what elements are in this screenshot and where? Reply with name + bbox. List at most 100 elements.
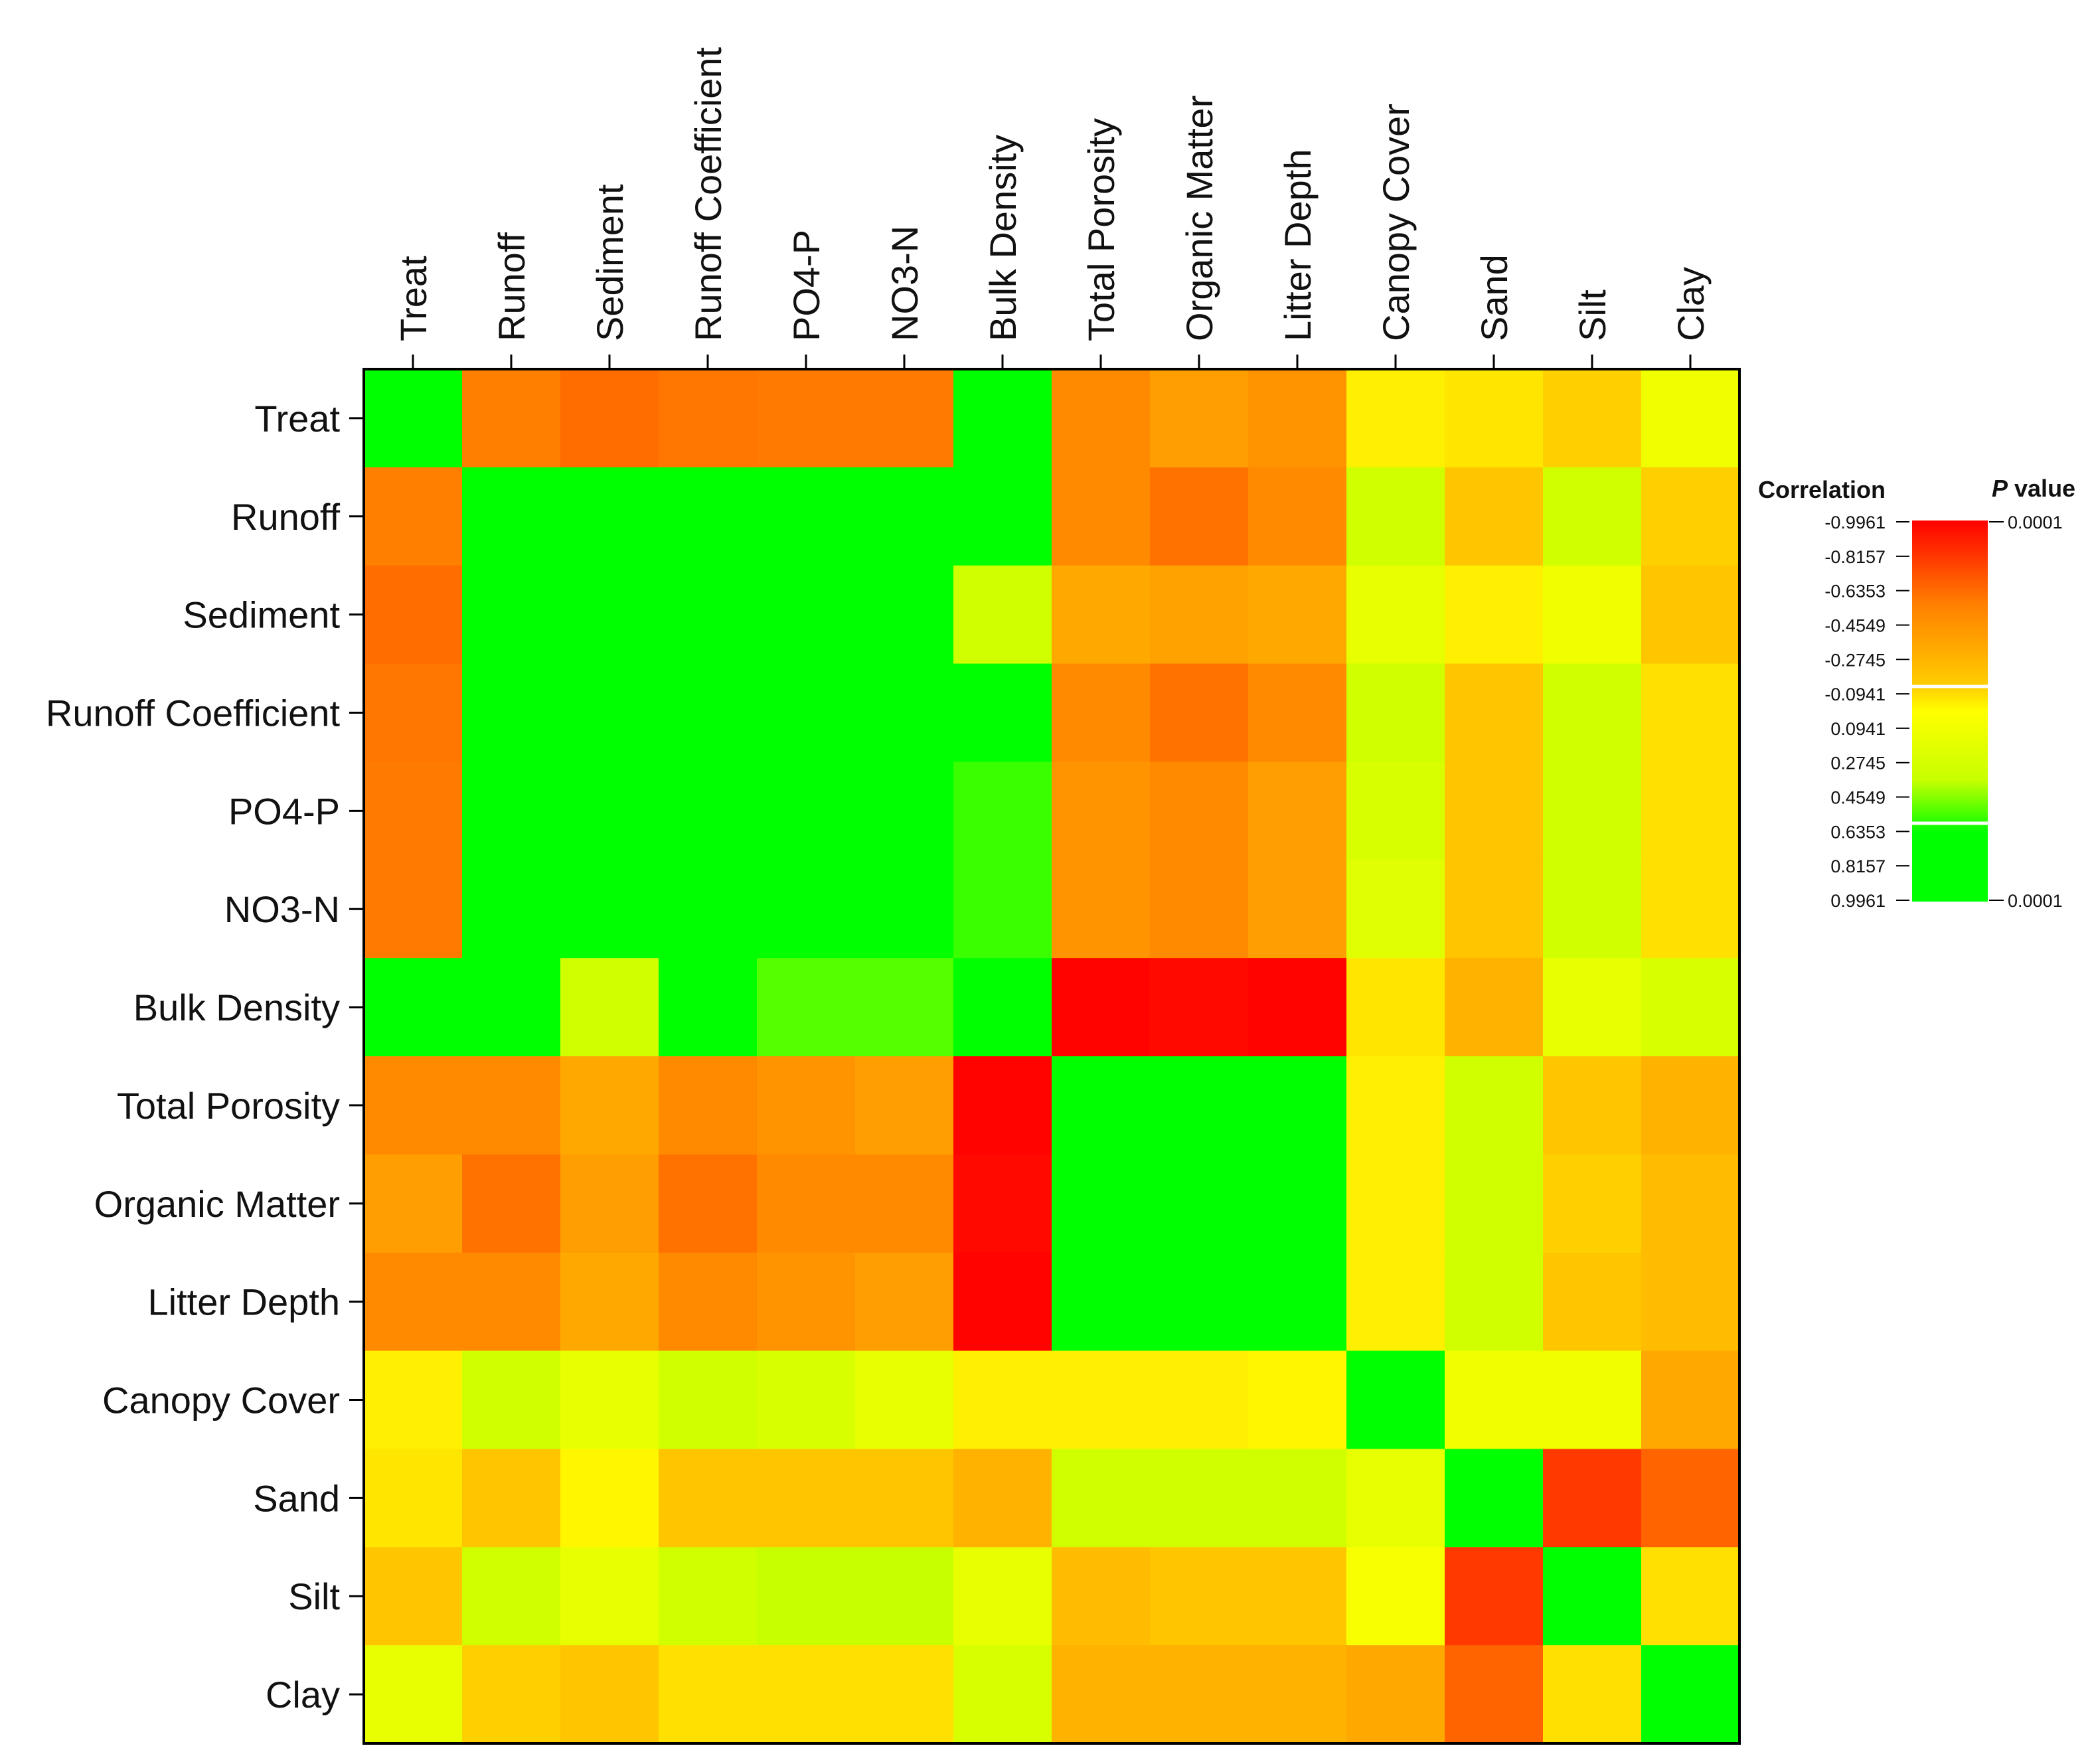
heatmap-cell-bulk-density-bulk-density (953, 958, 1052, 1057)
heatmap-cell-silt-no3-n (855, 1547, 954, 1646)
heatmap-cell-bulk-density-canopy-cover (1346, 958, 1445, 1057)
heatmap-cell-runoff-coefficient-runoff-coefficient (659, 663, 758, 763)
heatmap-cell-no3-n-no3-n (855, 860, 954, 959)
heatmap-cell-sediment-organic-matter (1150, 565, 1249, 665)
heatmap-cell-runoff-coefficient-organic-matter (1150, 663, 1249, 763)
heatmap-cell-clay-runoff-coefficient (659, 1645, 758, 1744)
heatmap-cell-treat-sediment (560, 369, 659, 468)
heatmap-cell-total-porosity-no3-n (855, 1056, 954, 1155)
heatmap-cell-canopy-cover-clay (1641, 1350, 1740, 1450)
y-axis-left: Treat Runoff Sediment Runoff Coefficient PO4… (46, 398, 364, 1716)
heatmap-cell-treat-no3-n (855, 369, 954, 468)
legend-pvalue-title: P value (1992, 475, 2075, 502)
y-tick-label-sand: Sand (253, 1477, 340, 1519)
heatmap-cell-sand-total-porosity (1052, 1449, 1151, 1548)
heatmap-cell-bulk-density-treat (364, 958, 463, 1057)
heatmap-cell-total-porosity-bulk-density (953, 1056, 1052, 1155)
legend-pvalue-title-rest: value (2008, 475, 2075, 502)
legend-tick-label-11: 0.9961 (1830, 891, 1886, 911)
heatmap-cell-organic-matter-sand (1445, 1154, 1544, 1253)
legend-color-bar (1912, 521, 1988, 902)
heatmap-cell-litter-depth-runoff (462, 1252, 561, 1352)
heatmap-cell-runoff-runoff (462, 467, 561, 566)
heatmap-cell-silt-po4-p (757, 1547, 856, 1646)
heatmap-cell-canopy-cover-no3-n (855, 1350, 954, 1450)
heatmap-cell-litter-depth-runoff-coefficient (659, 1252, 758, 1352)
legend-tick-label-3: -0.4549 (1824, 615, 1886, 635)
heatmap-cell-treat-organic-matter (1150, 369, 1249, 468)
heatmap-cell-clay-sand (1445, 1645, 1544, 1744)
heatmap-cell-po4-p-sand (1445, 762, 1544, 861)
heatmap-cell-litter-depth-no3-n (855, 1252, 954, 1352)
x-tick-label-po4-p: PO4-P (785, 230, 827, 341)
heatmap-cell-canopy-cover-treat (364, 1350, 463, 1450)
heatmap-cell-litter-depth-clay (1641, 1252, 1740, 1352)
heatmap-cell-treat-canopy-cover (1346, 369, 1445, 468)
heatmap-cell-total-porosity-litter-depth (1248, 1056, 1347, 1155)
heatmap-cell-clay-clay (1641, 1645, 1740, 1744)
heatmap-cell-runoff-litter-depth (1248, 467, 1347, 566)
heatmap-cell-clay-po4-p (757, 1645, 856, 1744)
heatmap-cell-canopy-cover-runoff (462, 1350, 561, 1450)
heatmap-cell-no3-n-sand (1445, 860, 1544, 959)
heatmap-cell-sand-litter-depth (1248, 1449, 1347, 1548)
heatmap-cell-po4-p-total-porosity (1052, 762, 1151, 861)
legend-tick-label-0: -0.9961 (1824, 513, 1886, 532)
x-tick-label-silt: Silt (1571, 289, 1613, 341)
heatmap-cell-sediment-clay (1641, 565, 1740, 665)
heatmap-cell-po4-p-treat (364, 762, 463, 861)
y-tick-label-runoff: Runoff (231, 496, 340, 538)
heatmap-cell-runoff-coefficient-clay (1641, 663, 1740, 763)
heatmap-cell-sand-sand (1445, 1449, 1544, 1548)
legend-tick-label-7: 0.2745 (1830, 754, 1886, 773)
heatmap-cell-bulk-density-runoff (462, 958, 561, 1057)
heatmap-cell-treat-total-porosity (1052, 369, 1151, 468)
heatmap-cell-runoff-no3-n (855, 467, 954, 566)
heatmap-cell-sediment-litter-depth (1248, 565, 1347, 665)
heatmap-cell-litter-depth-total-porosity (1052, 1252, 1151, 1352)
heatmap-cell-runoff-po4-p (757, 467, 856, 566)
heatmap-cell-organic-matter-bulk-density (953, 1154, 1052, 1253)
heatmap-cell-silt-bulk-density (953, 1547, 1052, 1646)
heatmap-cell-organic-matter-runoff-coefficient (659, 1154, 758, 1253)
y-tick-label-clay: Clay (266, 1674, 340, 1716)
heatmap-cell-treat-sand (1445, 369, 1544, 468)
heatmap-cell-clay-bulk-density (953, 1645, 1052, 1744)
heatmap-cell-silt-total-porosity (1052, 1547, 1151, 1646)
heatmap-cell-treat-clay (1641, 369, 1740, 468)
heatmap-cell-no3-n-runoff (462, 860, 561, 959)
y-tick-label-po4-p: PO4-P (228, 790, 340, 832)
heatmap-cell-bulk-density-sediment (560, 958, 659, 1057)
heatmap-cell-bulk-density-clay (1641, 958, 1740, 1057)
heatmap-cell-silt-canopy-cover (1346, 1547, 1445, 1646)
heatmap-cell-bulk-density-total-porosity (1052, 958, 1151, 1057)
heatmap-cell-silt-treat (364, 1547, 463, 1646)
heatmap-cell-total-porosity-runoff (462, 1056, 561, 1155)
x-tick-label-runoff-coefficient: Runoff Coefficient (687, 46, 729, 341)
heatmap-cell-sediment-canopy-cover (1346, 565, 1445, 665)
x-tick-label-bulk-density: Bulk Density (982, 135, 1024, 341)
heatmap-cell-no3-n-treat (364, 860, 463, 959)
heatmap-cell-sediment-total-porosity (1052, 565, 1151, 665)
heatmap-cell-total-porosity-organic-matter (1150, 1056, 1249, 1155)
heatmap-cell-organic-matter-canopy-cover (1346, 1154, 1445, 1253)
heatmap-cell-sand-bulk-density (953, 1449, 1052, 1548)
heatmap-cell-runoff-organic-matter (1150, 467, 1249, 566)
heatmap-cell-sediment-bulk-density (953, 565, 1052, 665)
heatmap-cell-sediment-no3-n (855, 565, 954, 665)
heatmap-cell-silt-sediment (560, 1547, 659, 1646)
heatmap-cell-runoff-runoff-coefficient (659, 467, 758, 566)
heatmap-cell-clay-silt (1543, 1645, 1642, 1744)
heatmap-cell-bulk-density-no3-n (855, 958, 954, 1057)
heatmap-cell-sediment-silt (1543, 565, 1642, 665)
heatmap-cell-po4-p-runoff (462, 762, 561, 861)
heatmap-cell-silt-silt (1543, 1547, 1642, 1646)
heatmap-cell-canopy-cover-runoff-coefficient (659, 1350, 758, 1450)
heatmap-cell-litter-depth-po4-p (757, 1252, 856, 1352)
heatmap-cell-treat-bulk-density (953, 369, 1052, 468)
heatmap-cell-runoff-coefficient-silt (1543, 663, 1642, 763)
heatmap-cell-litter-depth-sediment (560, 1252, 659, 1352)
legend-correlation-title: Correlation (1758, 476, 1886, 503)
